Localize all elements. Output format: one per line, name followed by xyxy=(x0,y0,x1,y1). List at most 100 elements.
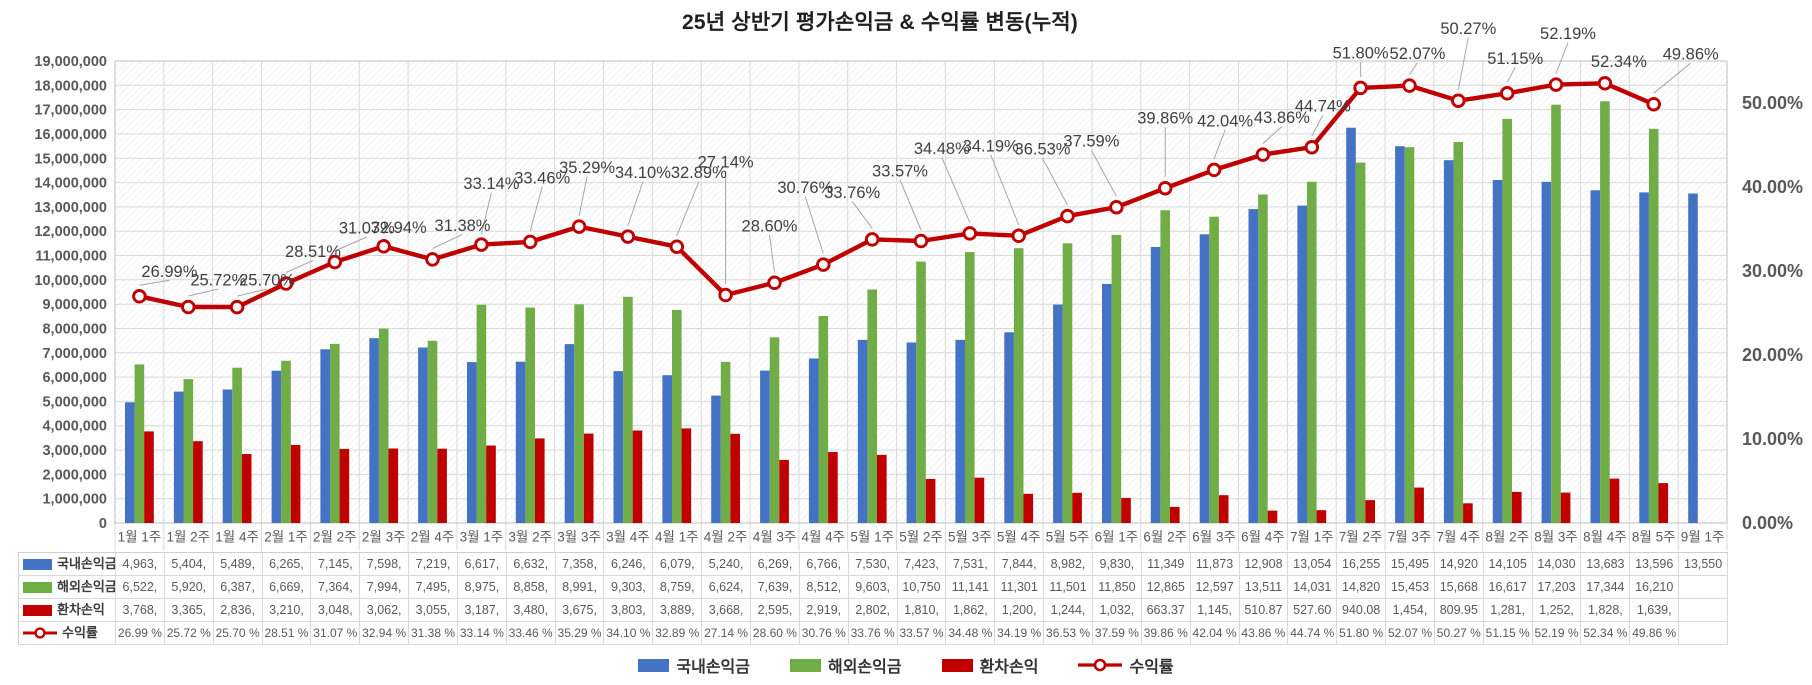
svg-text:19,000,000: 19,000,000 xyxy=(34,54,107,70)
svg-text:50.00%: 50.00% xyxy=(1742,93,1803,113)
svg-text:6월 2주: 6월 2주 xyxy=(1143,530,1187,545)
bar xyxy=(1346,127,1356,523)
bar xyxy=(1209,216,1219,523)
svg-text:9,000,000: 9,000,000 xyxy=(42,297,107,313)
table-cell: 7,145, xyxy=(311,553,361,576)
table-cell: 1,244, xyxy=(1044,599,1093,622)
table-cell: 13,511 xyxy=(1239,576,1289,599)
bar xyxy=(437,448,447,523)
bar xyxy=(1560,492,1571,523)
table-cell: 9,303, xyxy=(604,576,654,599)
table-cell: 36.53 % xyxy=(1044,622,1093,645)
bar xyxy=(769,337,780,523)
table-cell: 527.60 xyxy=(1288,599,1338,622)
table-cell: 9,830, xyxy=(1092,553,1142,576)
table-cell: 7,844, xyxy=(995,553,1045,576)
bar xyxy=(193,441,203,523)
svg-text:7월 4주: 7월 4주 xyxy=(1436,530,1480,545)
table-cell: 32.94 % xyxy=(360,622,410,645)
table-cell: 6,387, xyxy=(213,576,263,599)
table-cell: 10,750 xyxy=(897,576,947,599)
svg-text:31.07%: 31.07% xyxy=(339,220,395,238)
bar xyxy=(1609,478,1620,523)
table-cell: 6,246, xyxy=(604,553,654,576)
svg-text:0.00%: 0.00% xyxy=(1742,513,1793,533)
line-marker xyxy=(669,239,685,254)
legend-swatch xyxy=(789,658,821,672)
svg-text:5월 2주: 5월 2주 xyxy=(899,530,943,545)
bar xyxy=(535,438,545,523)
line-marker xyxy=(816,257,831,272)
svg-text:7,000,000: 7,000,000 xyxy=(42,346,107,362)
table-cell: 6,624, xyxy=(702,576,752,599)
legend-swatch xyxy=(638,658,670,672)
line-marker xyxy=(327,254,343,270)
bar xyxy=(1600,101,1610,524)
svg-text:18,000,000: 18,000,000 xyxy=(34,78,107,94)
bar xyxy=(330,343,340,523)
bar xyxy=(1258,194,1268,523)
line-marker xyxy=(1548,77,1564,92)
line-marker xyxy=(571,219,587,234)
table-row-header-return-rate: 수익률 xyxy=(19,622,116,645)
table-cell: 809.95 xyxy=(1434,599,1484,622)
line-marker xyxy=(181,299,196,315)
bar xyxy=(1414,487,1424,523)
data-label-leader-lines xyxy=(139,37,1692,297)
svg-text:34.48%: 34.48% xyxy=(914,140,970,158)
line-marker xyxy=(1255,147,1271,162)
line-marker xyxy=(229,299,245,315)
svg-text:6월 1주: 6월 1주 xyxy=(1095,530,1139,545)
bar xyxy=(916,261,926,523)
bar xyxy=(720,361,731,523)
svg-text:12,000,000: 12,000,000 xyxy=(34,224,107,240)
bar xyxy=(1502,118,1512,524)
table-cell: 1,828, xyxy=(1581,599,1631,622)
svg-text:3월 1주: 3월 1주 xyxy=(460,530,504,545)
chart-data-table: 국내손익금 4,963, 5,404, 5,489, 6,265, 7,145, 7,598… xyxy=(18,552,1728,645)
table-cell: 50.27 % xyxy=(1434,622,1484,645)
table-cell: 25.72 % xyxy=(164,622,214,645)
svg-text:1,000,000: 1,000,000 xyxy=(42,492,107,508)
bar xyxy=(632,430,643,523)
bar xyxy=(1492,180,1503,523)
table-cell: 14,105 xyxy=(1483,553,1533,576)
legend-item-return-rate[interactable]: 수익률 xyxy=(1078,653,1174,677)
table-cell: 3,668, xyxy=(702,599,752,622)
table-cell: 26.99 % xyxy=(116,622,165,645)
table-cell xyxy=(1679,622,1728,645)
svg-text:1월 2주: 1월 2주 xyxy=(166,530,210,545)
svg-text:32.89%: 32.89% xyxy=(671,164,727,182)
table-cell: 12,908 xyxy=(1239,553,1289,576)
table-cell: 2,836, xyxy=(213,599,263,622)
legend-label: 환차손익 xyxy=(979,659,1039,676)
bar xyxy=(134,364,145,523)
table-cell: 8,759, xyxy=(653,576,703,599)
svg-text:13,000,000: 13,000,000 xyxy=(34,200,107,216)
line-marker xyxy=(620,229,636,244)
svg-text:51.80%: 51.80% xyxy=(1333,44,1389,62)
bar xyxy=(1639,192,1649,523)
table-cell: 1,200, xyxy=(995,599,1045,622)
svg-text:4월 3주: 4월 3주 xyxy=(753,530,797,545)
table-cell: 1,639, xyxy=(1630,599,1680,622)
line-marker xyxy=(474,237,489,252)
svg-text:17,000,000: 17,000,000 xyxy=(34,103,107,119)
svg-text:25.70%: 25.70% xyxy=(239,272,295,290)
line-marker xyxy=(132,289,147,304)
bar xyxy=(779,459,789,523)
legend-item-fx-pnl[interactable]: 환차손익 xyxy=(941,653,1039,677)
bar xyxy=(222,389,233,523)
svg-text:4월 1주: 4월 1주 xyxy=(655,530,699,545)
legend-item-domestic-pnl[interactable]: 국내손익금 xyxy=(638,653,750,677)
legend-item-overseas-pnl[interactable]: 해외손익금 xyxy=(789,653,902,677)
bar xyxy=(974,477,985,523)
bar xyxy=(867,289,877,523)
bar xyxy=(339,448,350,523)
svg-text:4,000,000: 4,000,000 xyxy=(42,419,107,435)
svg-text:51.15%: 51.15% xyxy=(1487,50,1543,68)
table-cell: 11,850 xyxy=(1092,576,1142,599)
legend-key-line-marker xyxy=(23,627,57,639)
svg-text:6,000,000: 6,000,000 xyxy=(42,370,107,386)
